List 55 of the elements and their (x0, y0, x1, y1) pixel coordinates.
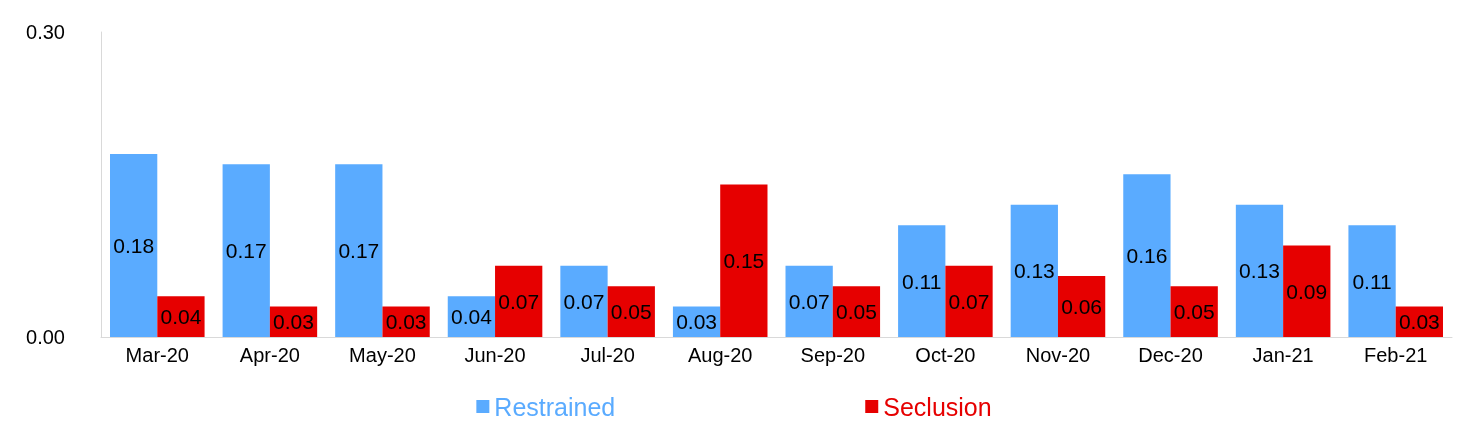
data-label: 0.04 (160, 305, 202, 329)
x-tick-label: Aug-20 (687, 344, 753, 366)
data-label: 0.09 (1286, 279, 1328, 303)
bar (495, 265, 543, 337)
bar (785, 265, 833, 337)
x-tick-label: Nov-20 (1025, 344, 1091, 366)
x-tick-label: Feb-21 (1364, 344, 1428, 366)
bar (110, 154, 158, 337)
bar (1348, 225, 1396, 337)
x-tick-label: Jun-20 (464, 344, 526, 366)
bar (720, 184, 768, 337)
x-tick-label: Dec-20 (1138, 344, 1203, 366)
data-label: 0.03 (1398, 310, 1440, 334)
data-label: 0.16 (1126, 244, 1168, 268)
bar (1123, 174, 1171, 337)
data-label: 0.07 (563, 289, 605, 313)
x-tick-label: Jan-21 (1252, 344, 1314, 366)
data-label: 0.13 (1239, 259, 1280, 283)
data-label: 0.17 (338, 239, 380, 263)
x-tick-label: Mar-20 (125, 344, 189, 366)
data-label: 0.03 (273, 310, 314, 334)
data-label: 0.05 (610, 300, 652, 324)
bar (1010, 204, 1058, 337)
bar (222, 164, 270, 337)
data-label: 0.07 (498, 289, 540, 313)
x-tick-label: Apr-20 (239, 344, 300, 366)
data-label: 0.11 (1352, 269, 1392, 293)
legend-label: Restrained (494, 392, 616, 421)
data-label: 0.04 (450, 305, 493, 329)
bar (335, 164, 383, 337)
bar (1283, 245, 1331, 337)
x-tick-label: Oct-20 (915, 344, 976, 366)
data-label: 0.07 (788, 289, 830, 313)
data-label: 0.06 (1061, 295, 1103, 318)
data-label: 0.05 (836, 300, 877, 324)
data-label: 0.15 (723, 249, 765, 273)
bar (945, 265, 993, 337)
data-label: 0.03 (676, 310, 717, 334)
data-label: 0.07 (948, 289, 990, 313)
y-tick-label: 0.30 (26, 21, 65, 43)
x-tick-label: May-20 (349, 344, 416, 366)
data-label: 0.03 (385, 310, 427, 334)
data-label: 0.13 (1013, 259, 1055, 283)
bar (1057, 276, 1106, 337)
data-label: 0.11 (902, 269, 942, 293)
bar (898, 225, 946, 337)
data-label: 0.18 (113, 234, 155, 257)
bar (1235, 204, 1284, 337)
y-tick-label: 0.00 (26, 326, 65, 348)
bar (560, 265, 608, 337)
x-tick-label: Sep-20 (800, 344, 866, 366)
data-label: 0.05 (1173, 300, 1215, 324)
legend-label: Seclusion (883, 392, 992, 421)
x-tick-label: Jul-20 (580, 344, 635, 366)
data-label: 0.17 (225, 239, 267, 263)
